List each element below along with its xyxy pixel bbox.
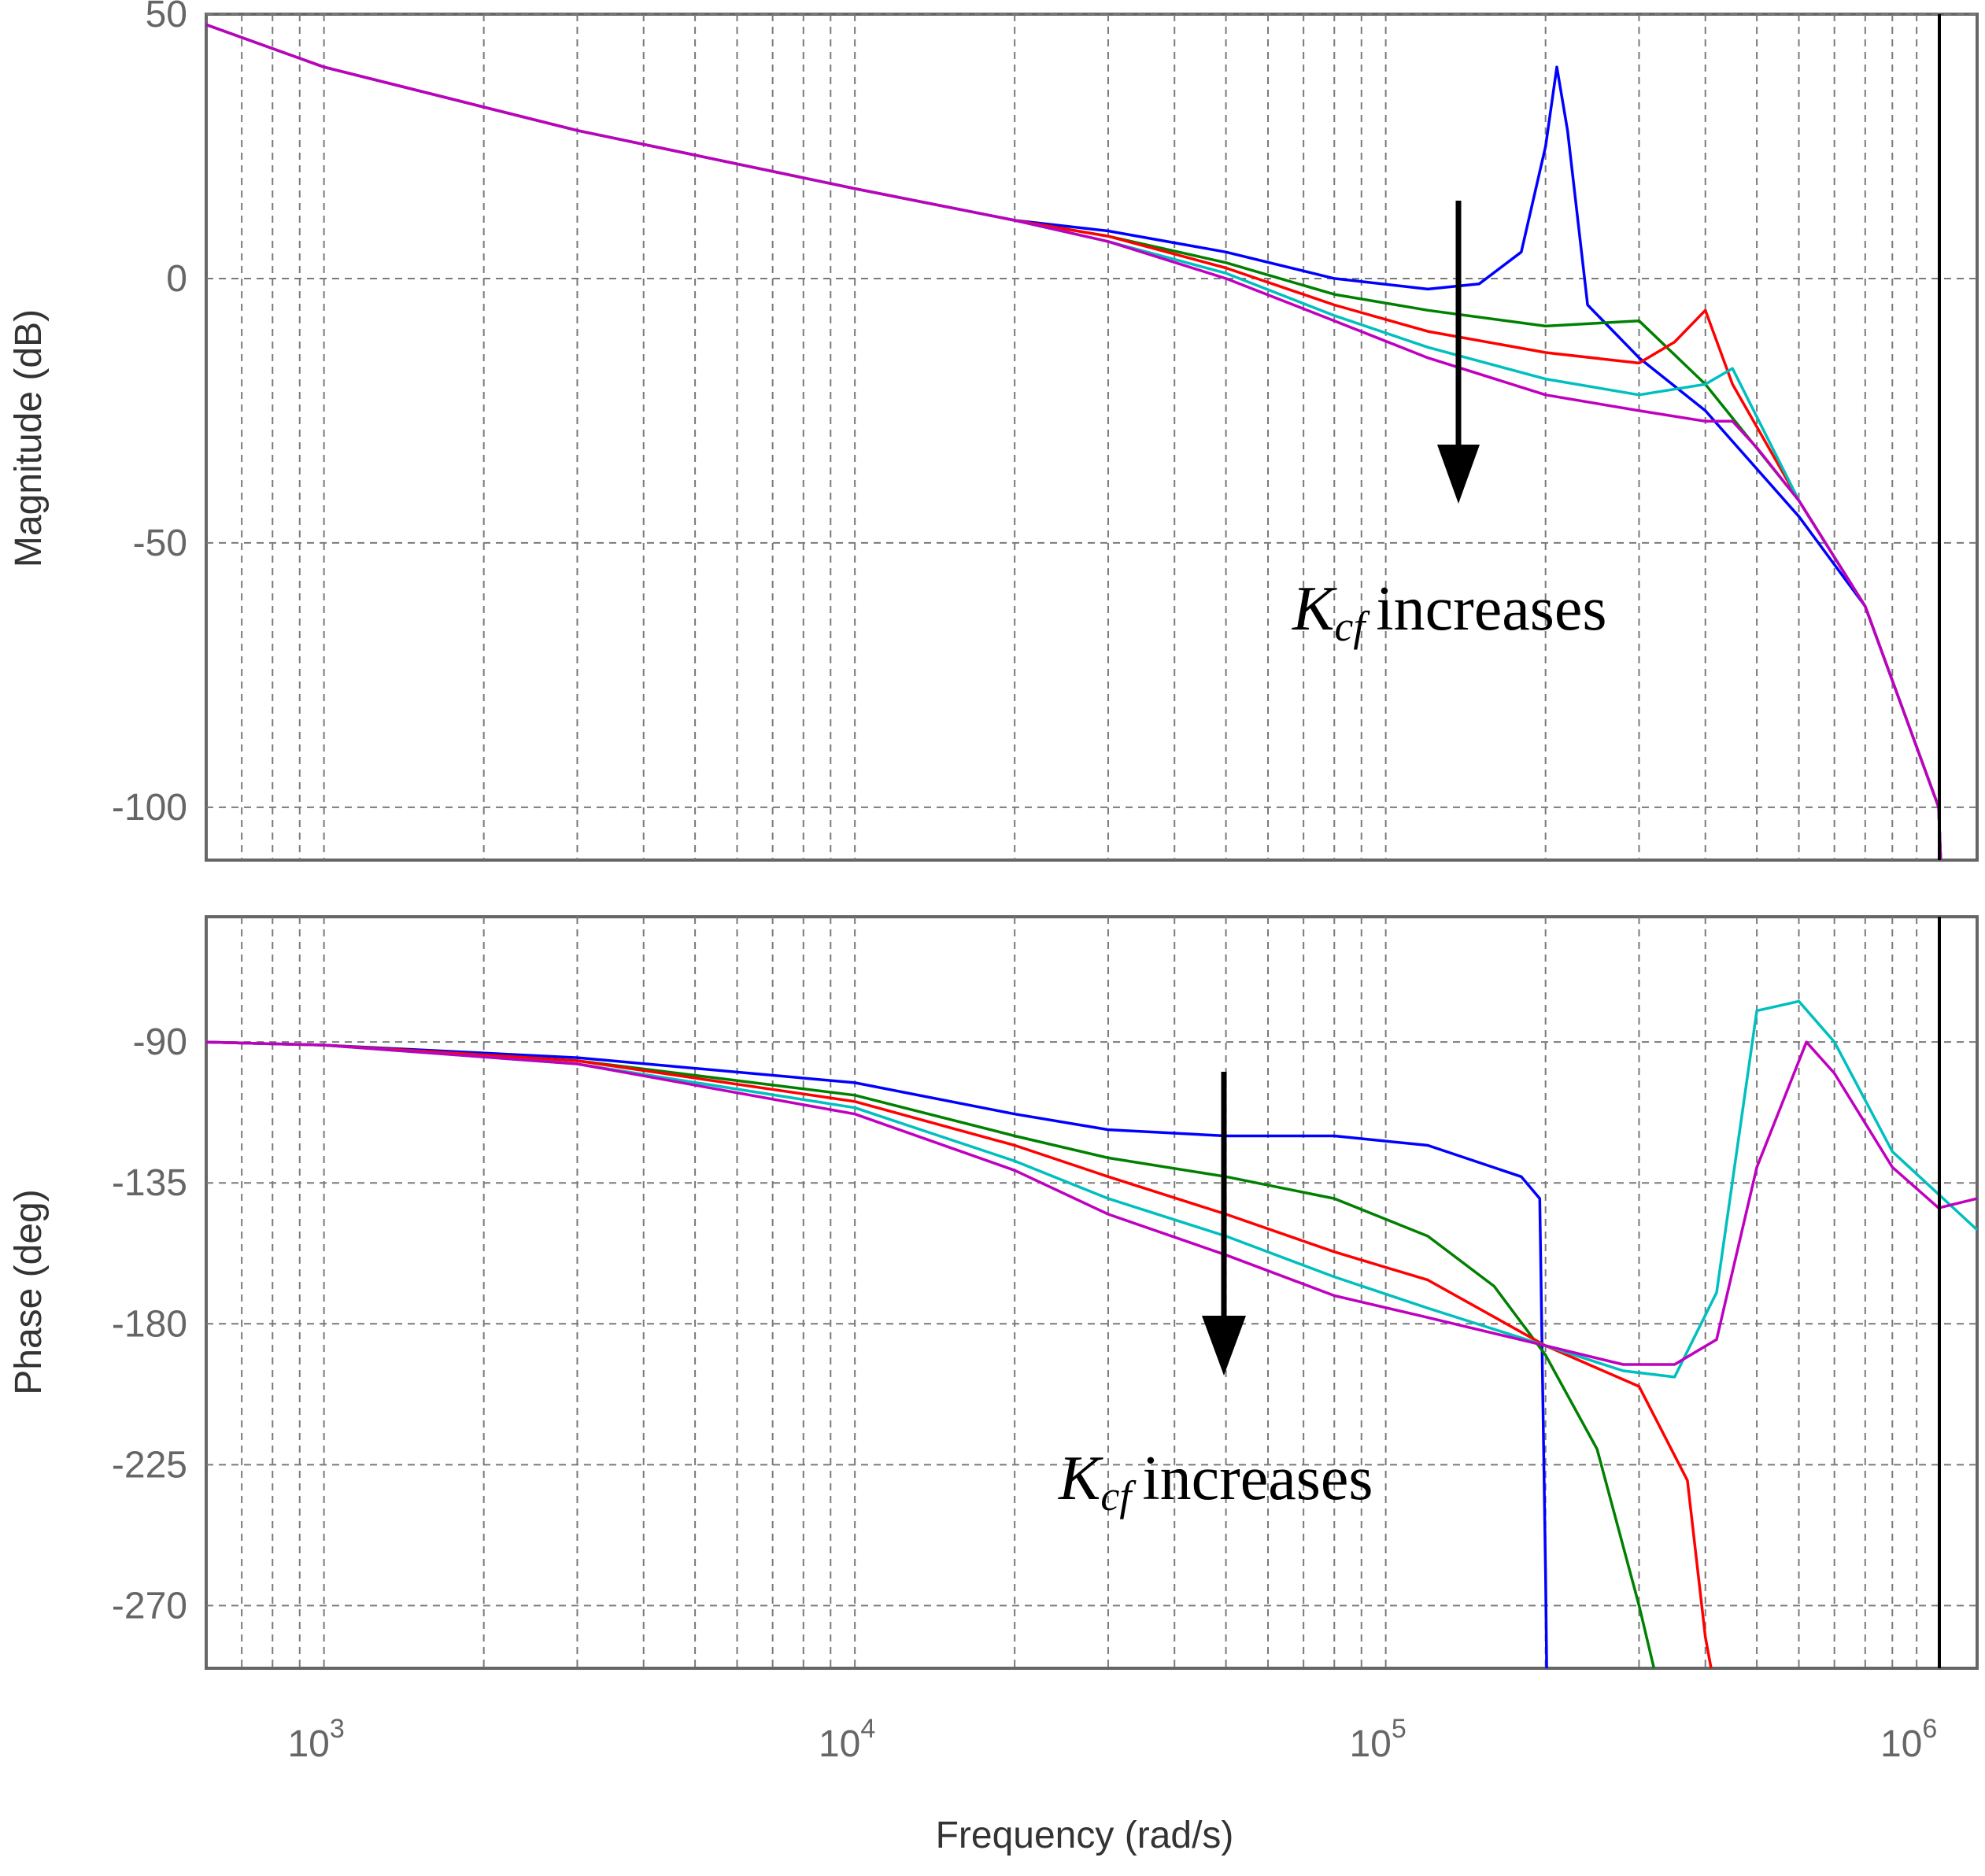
phase-y-tick-label: -270 [112, 1585, 187, 1627]
phase-plot-frame [205, 915, 1979, 1670]
phase-y-tick-label: -180 [112, 1303, 187, 1345]
magnitude-y-tick-label: 50 [146, 0, 187, 35]
phase-y-ticks: -90 -135 -180 -225 -270 [112, 1021, 187, 1627]
magnitude-plot-frame [205, 13, 1979, 862]
x-tick-exponent: 3 [330, 1714, 345, 1744]
magnitude-y-ticks: 50 0 -50 -100 [112, 0, 187, 829]
magnitude-annotation-text: Kcf increases [1292, 574, 1607, 650]
phase-x-ticks: 103 104 105 106 [287, 1714, 1937, 1765]
phase-grid [206, 917, 1977, 1668]
phase-panel: -90-135-180-225-270 103 104 105 106 Phase (… [8, 915, 1979, 1856]
annotation-k-symbol: K [1292, 574, 1337, 644]
phase-annotation-arrowhead [1202, 1316, 1246, 1376]
phase-annotation: Kcf increases [1058, 1072, 1373, 1520]
magnitude-grid [206, 13, 1977, 860]
magnitude-annotation-arrowhead [1437, 445, 1480, 504]
x-tick-base: 10 [819, 1723, 860, 1765]
x-tick-label: 103 [287, 1714, 344, 1765]
magnitude-y-tick-label: -50 [133, 523, 187, 564]
x-axis-title: Frequency (rad/s) [936, 1815, 1234, 1856]
annotation-increases-word: increases [1142, 1444, 1373, 1513]
annotation-increases-word: increases [1376, 574, 1606, 644]
phase-y-tick-label: -135 [112, 1162, 187, 1204]
magnitude-series-cyan [205, 23, 1942, 861]
phase-y-tick-label: -90 [133, 1021, 187, 1063]
phase-series-red [205, 1040, 1713, 1669]
magnitude-y-tick-label: -100 [112, 787, 187, 829]
x-tick-base: 10 [1349, 1723, 1391, 1765]
x-tick-base: 10 [287, 1723, 329, 1765]
annotation-k-subscript: cf [1100, 1472, 1137, 1520]
annotation-k-subscript: cf [1334, 603, 1370, 650]
magnitude-y-tick-label: 0 [166, 258, 187, 300]
magnitude-series-magenta [205, 23, 1942, 861]
x-tick-label: 105 [1349, 1714, 1406, 1765]
magnitude-series [205, 23, 1942, 861]
magnitude-annotation: Kcf increases [1292, 201, 1607, 650]
phase-series-green [205, 1040, 1656, 1669]
magnitude-series-blue [205, 23, 1942, 861]
annotation-k-symbol: K [1058, 1444, 1103, 1513]
phase-y-axis-title: Phase (deg) [8, 1189, 50, 1395]
magnitude-series-green [205, 23, 1942, 861]
x-tick-label: 106 [1880, 1714, 1937, 1765]
phase-y-tick-label: -225 [112, 1444, 187, 1486]
phase-series [205, 999, 1979, 1669]
magnitude-y-axis-title: Magnitude (dB) [8, 309, 50, 567]
phase-series-magenta [205, 1040, 1978, 1366]
magnitude-series-red [205, 23, 1942, 861]
magnitude-panel: 50 0 -50 -100 Magnitude (dB) Kcf increases [8, 0, 1979, 862]
x-tick-exponent: 4 [860, 1714, 875, 1744]
x-tick-label: 104 [819, 1714, 875, 1765]
phase-annotation-text: Kcf increases [1058, 1444, 1373, 1520]
x-tick-exponent: 5 [1392, 1714, 1407, 1744]
phase-series-cyan [205, 999, 1979, 1379]
x-tick-base: 10 [1880, 1723, 1922, 1765]
phase-series-blue [205, 1040, 1548, 1669]
x-tick-exponent: 6 [1922, 1714, 1937, 1744]
